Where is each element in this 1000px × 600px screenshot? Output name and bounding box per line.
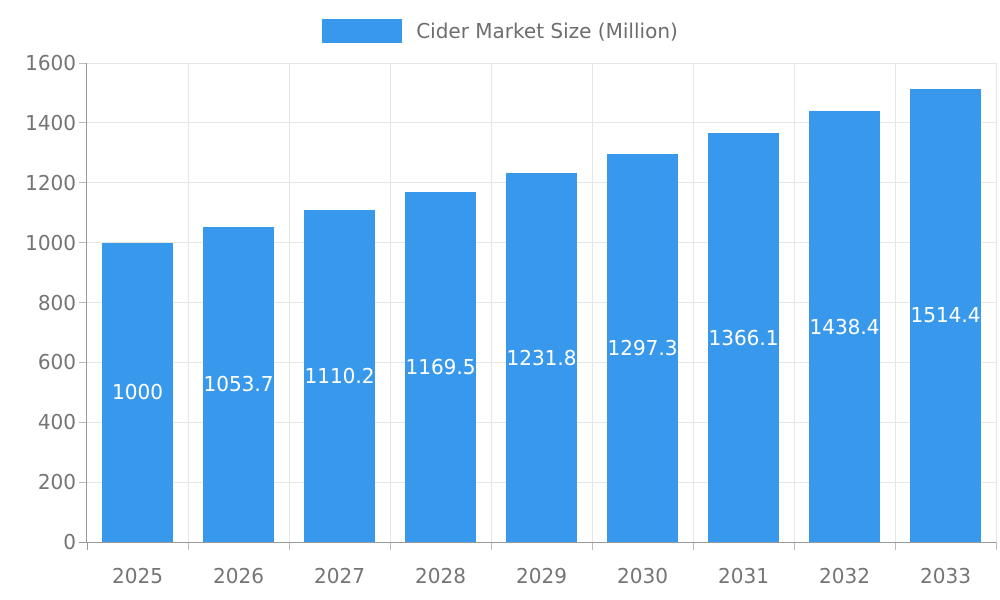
x-axis-tick: [692, 542, 694, 550]
y-axis-line: [86, 63, 87, 542]
bar-2027[interactable]: [304, 209, 375, 542]
bar-2033[interactable]: [910, 88, 981, 542]
bar-2026[interactable]: [203, 226, 274, 542]
bar-2031[interactable]: [708, 133, 779, 542]
x-axis-label: 2033: [920, 564, 971, 588]
x-axis-line: [79, 541, 996, 543]
y-axis-label: 1600: [25, 51, 76, 75]
x-axis-label: 2029: [516, 564, 567, 588]
y-axis-tick: [79, 421, 87, 423]
bar-value-label: 1438.4: [809, 314, 880, 339]
x-axis-tick: [389, 542, 391, 550]
x-gridline: [894, 63, 896, 542]
x-axis-label: 2028: [415, 564, 466, 588]
y-axis-tick: [79, 182, 87, 184]
bar-2025[interactable]: [102, 242, 173, 542]
x-axis-tick: [187, 542, 189, 550]
x-gridline: [490, 63, 492, 542]
legend-swatch: [322, 19, 403, 43]
bar-value-label: 1053.7: [203, 372, 274, 397]
y-axis-label: 1200: [25, 170, 76, 195]
y-axis-label: 0: [63, 530, 76, 554]
bar-value-label: 1231.8: [506, 345, 577, 370]
x-axis-tick: [793, 542, 795, 550]
bar-value-label: 1366.1: [708, 325, 779, 350]
x-gridline: [187, 63, 189, 542]
x-gridline: [591, 63, 593, 542]
y-axis-tick: [79, 302, 87, 303]
x-axis-tick: [288, 542, 290, 550]
x-gridline: [793, 63, 795, 542]
x-axis-label: 2027: [314, 564, 365, 588]
x-axis-tick: [894, 542, 896, 550]
y-axis-tick: [79, 361, 87, 363]
x-axis-label: 2030: [617, 564, 668, 588]
x-gridline: [692, 63, 694, 542]
y-axis-label: 600: [37, 350, 76, 375]
x-gridline: [288, 63, 290, 542]
bar-2030[interactable]: [607, 153, 678, 542]
y-gridline: [87, 62, 996, 64]
bar-2028[interactable]: [405, 191, 476, 542]
x-axis-label: 2032: [819, 564, 870, 588]
y-axis-label: 400: [37, 410, 76, 435]
x-axis-tick: [995, 542, 997, 550]
bar-value-label: 1169.5: [405, 354, 476, 379]
x-axis-label: 2025: [112, 564, 163, 588]
y-axis-tick: [79, 62, 87, 64]
y-axis-label: 1000: [25, 230, 76, 255]
x-gridline: [389, 63, 391, 542]
bar-2032[interactable]: [809, 111, 880, 542]
x-axis-label: 2026: [213, 564, 264, 588]
bar-value-label: 1110.2: [304, 363, 375, 388]
x-gridline: [995, 63, 997, 542]
y-axis-label: 200: [37, 470, 76, 495]
x-axis-label: 2031: [718, 564, 769, 588]
x-axis-tick: [86, 542, 88, 550]
y-axis-tick: [79, 242, 87, 244]
bar-value-label: 1514.4: [910, 303, 981, 328]
y-axis-tick: [79, 122, 87, 124]
bar-value-label: 1297.3: [607, 335, 678, 360]
x-axis-tick: [490, 542, 492, 550]
y-axis-label: 800: [37, 290, 76, 315]
x-axis-tick: [591, 542, 593, 550]
y-gridline: [87, 122, 996, 124]
bar-value-label: 1000: [112, 380, 163, 405]
y-axis-tick: [79, 481, 87, 483]
y-axis-label: 1400: [25, 110, 76, 135]
legend-label: Cider Market Size (Million): [416, 19, 678, 43]
legend-item[interactable]: Cider Market Size (Million): [0, 19, 1000, 43]
bar-2029[interactable]: [506, 173, 577, 542]
